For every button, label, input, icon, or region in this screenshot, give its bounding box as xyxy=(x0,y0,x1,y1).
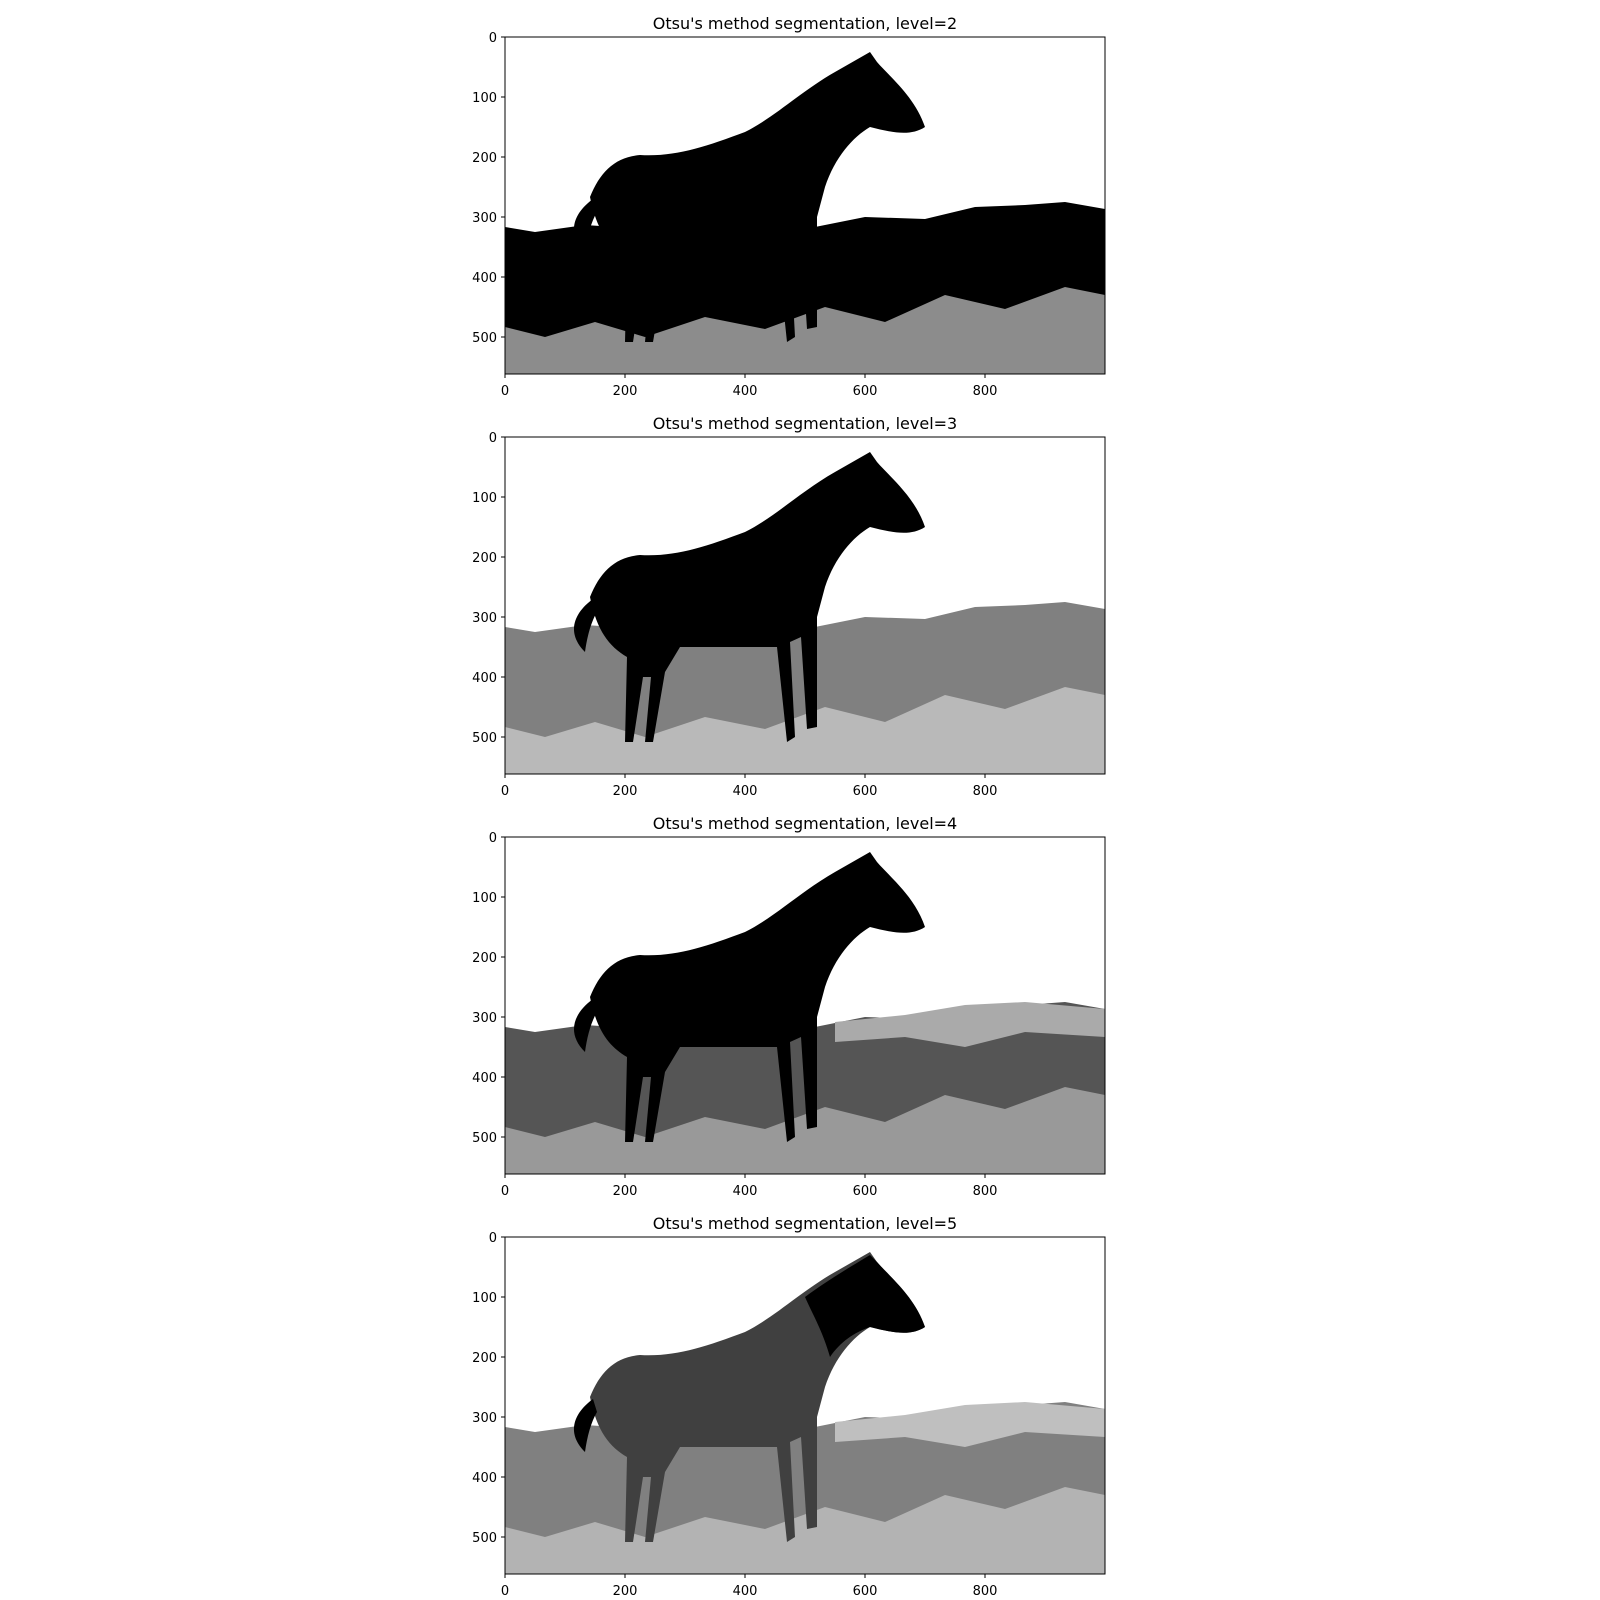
axes-frame xyxy=(504,436,1106,775)
y-tick-label: 0 xyxy=(489,31,497,46)
subplot-4: Otsu's method segmentation, level=5 xyxy=(472,1214,1106,1599)
y-tick-label: 300 xyxy=(472,1011,497,1026)
axes-frame xyxy=(504,836,1106,1175)
y-tick-label: 100 xyxy=(472,1291,497,1306)
x-tick-label: 200 xyxy=(613,784,638,799)
y-tick-label: 200 xyxy=(472,551,497,566)
grass-region xyxy=(505,1487,1105,1574)
x-tick-label: 400 xyxy=(733,384,758,399)
y-axis: 0 100 200 300 400 500 xyxy=(472,1231,505,1546)
axes-frame xyxy=(504,36,1106,375)
x-tick-label: 600 xyxy=(853,784,878,799)
y-tick-label: 100 xyxy=(472,91,497,106)
y-tick-label: 300 xyxy=(472,211,497,226)
y-tick-label: 400 xyxy=(472,1471,497,1486)
y-tick-label: 500 xyxy=(472,1131,497,1146)
image-area: 0 200 400 600 800 0 100 200 300 400 500 xyxy=(472,831,1106,1199)
x-tick-label: 600 xyxy=(853,384,878,399)
horse-silhouette xyxy=(573,452,925,742)
y-tick-label: 300 xyxy=(472,1411,497,1426)
subplot-title: Otsu's method segmentation, level=3 xyxy=(653,414,957,433)
y-axis: 0 100 200 300 400 500 xyxy=(472,831,505,1146)
x-tick-label: 800 xyxy=(973,784,998,799)
grass-region xyxy=(505,687,1105,774)
x-tick-label: 400 xyxy=(733,784,758,799)
x-tick-label: 400 xyxy=(733,1584,758,1599)
y-tick-label: 400 xyxy=(472,671,497,686)
y-axis: 0 100 200 300 400 500 xyxy=(472,31,505,346)
subplot-3: Otsu's method segmentation, level=4 0 xyxy=(472,814,1106,1199)
x-tick-label: 400 xyxy=(733,1184,758,1199)
x-tick-label: 600 xyxy=(853,1584,878,1599)
y-tick-label: 0 xyxy=(489,431,497,446)
x-tick-label: 0 xyxy=(501,1184,509,1199)
y-tick-label: 300 xyxy=(472,611,497,626)
y-tick-label: 500 xyxy=(472,731,497,746)
horse-silhouette xyxy=(573,852,925,1142)
x-axis: 0 200 400 600 800 xyxy=(501,774,998,799)
y-tick-label: 100 xyxy=(472,491,497,506)
y-tick-label: 0 xyxy=(489,1231,497,1246)
axes-frame xyxy=(504,1236,1106,1575)
x-tick-label: 0 xyxy=(501,1584,509,1599)
subplot-title: Otsu's method segmentation, level=4 xyxy=(653,814,957,833)
x-axis: 0 200 400 600 800 xyxy=(501,1174,998,1199)
y-tick-label: 100 xyxy=(472,891,497,906)
x-tick-label: 800 xyxy=(973,1584,998,1599)
y-tick-label: 500 xyxy=(472,331,497,346)
grass-region xyxy=(505,1087,1105,1174)
x-tick-label: 200 xyxy=(613,1584,638,1599)
hills-highlight-region xyxy=(835,1402,1105,1447)
horse-silhouette xyxy=(573,52,925,342)
image-area: 0 200 400 600 800 0 100 200 300 400 500 xyxy=(472,431,1106,799)
x-tick-label: 800 xyxy=(973,1184,998,1199)
x-tick-label: 0 xyxy=(501,384,509,399)
x-tick-label: 800 xyxy=(973,384,998,399)
horse-silhouette xyxy=(573,1252,925,1542)
x-tick-label: 0 xyxy=(501,784,509,799)
hills-highlight-region xyxy=(835,1002,1105,1047)
x-axis: 0 200 400 600 800 xyxy=(501,1574,998,1599)
y-tick-label: 400 xyxy=(472,1071,497,1086)
subplot-2: Otsu's method segmentation, level=3 0 2 xyxy=(472,414,1106,799)
x-axis: 0 200 400 600 800 xyxy=(501,374,998,399)
x-tick-label: 600 xyxy=(853,1184,878,1199)
subplot-1: Otsu's method segmentation, level=2 0 2 xyxy=(472,14,1106,399)
y-axis: 0 100 200 300 400 500 xyxy=(472,431,505,746)
y-tick-label: 200 xyxy=(472,951,497,966)
y-tick-label: 500 xyxy=(472,1531,497,1546)
subplot-title: Otsu's method segmentation, level=5 xyxy=(653,1214,957,1233)
y-tick-label: 400 xyxy=(472,271,497,286)
y-tick-label: 0 xyxy=(489,831,497,846)
y-tick-label: 200 xyxy=(472,1351,497,1366)
grass-region xyxy=(505,287,1105,374)
subplot-title: Otsu's method segmentation, level=2 xyxy=(653,14,957,33)
x-tick-label: 200 xyxy=(613,1184,638,1199)
image-area: 0 200 400 600 800 0 100 200 300 400 500 xyxy=(472,1231,1106,1599)
x-tick-label: 200 xyxy=(613,384,638,399)
y-tick-label: 200 xyxy=(472,151,497,166)
image-area: 0 200 400 600 800 0 100 200 300 400 500 xyxy=(472,31,1106,399)
